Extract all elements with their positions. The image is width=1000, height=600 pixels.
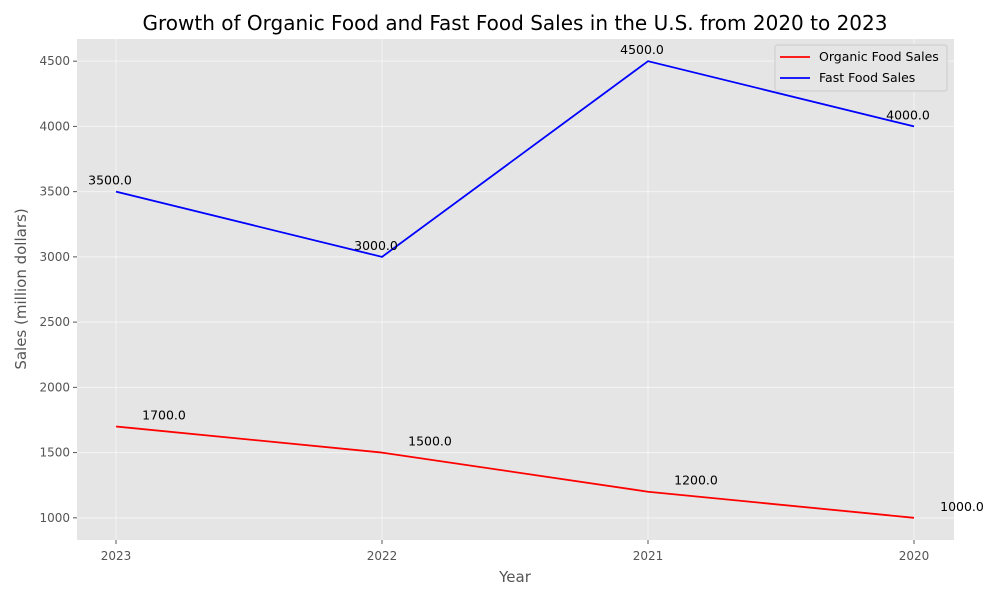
legend-entry: Fast Food Sales [819, 70, 915, 85]
y-tick-label: 1500 [39, 446, 70, 460]
legend: Organic Food Sales Fast Food Sales [774, 44, 948, 92]
series-lines [115, 60, 915, 519]
data-label: 1700.0 [142, 407, 186, 422]
data-label: 1200.0 [674, 473, 718, 488]
series-line-1 [115, 60, 915, 258]
y-tick-label: 4500 [39, 54, 70, 68]
y-axis-label: Sales (million dollars) [12, 208, 30, 369]
x-axis-label: Year [498, 568, 532, 586]
y-tick-label: 2500 [39, 315, 70, 329]
x-tick-label: 2022 [367, 549, 398, 563]
axes: 1000 1500 2000 2500 3000 3500 4000 4500 2023 2022… [39, 54, 929, 563]
chart-title: Growth of Organic Food and Fast Food Sal… [143, 11, 888, 35]
y-tick-label: 3500 [39, 185, 70, 199]
data-label: 3500.0 [88, 173, 132, 188]
data-label: 1500.0 [408, 434, 452, 449]
data-label: 4000.0 [886, 107, 930, 122]
x-tick-label: 2023 [101, 549, 132, 563]
data-label: 3000.0 [354, 238, 398, 253]
y-tick-label: 4000 [39, 119, 70, 133]
x-tick-label: 2021 [633, 549, 664, 563]
grid [77, 39, 954, 540]
x-tick-label: 2020 [899, 549, 930, 563]
data-label: 4500.0 [620, 42, 664, 57]
data-labels: 1700.0 1500.0 1200.0 1000.0 3500.0 3000.0 4500… [88, 42, 984, 514]
y-tick-label: 1000 [39, 511, 70, 525]
legend-entry: Organic Food Sales [819, 49, 939, 64]
plot-area [77, 39, 954, 540]
series-line-0 [115, 425, 915, 519]
y-tick-label: 3000 [39, 250, 70, 264]
data-label: 1000.0 [940, 499, 984, 514]
legend-box [774, 44, 948, 92]
y-tick-label: 2000 [39, 380, 70, 394]
